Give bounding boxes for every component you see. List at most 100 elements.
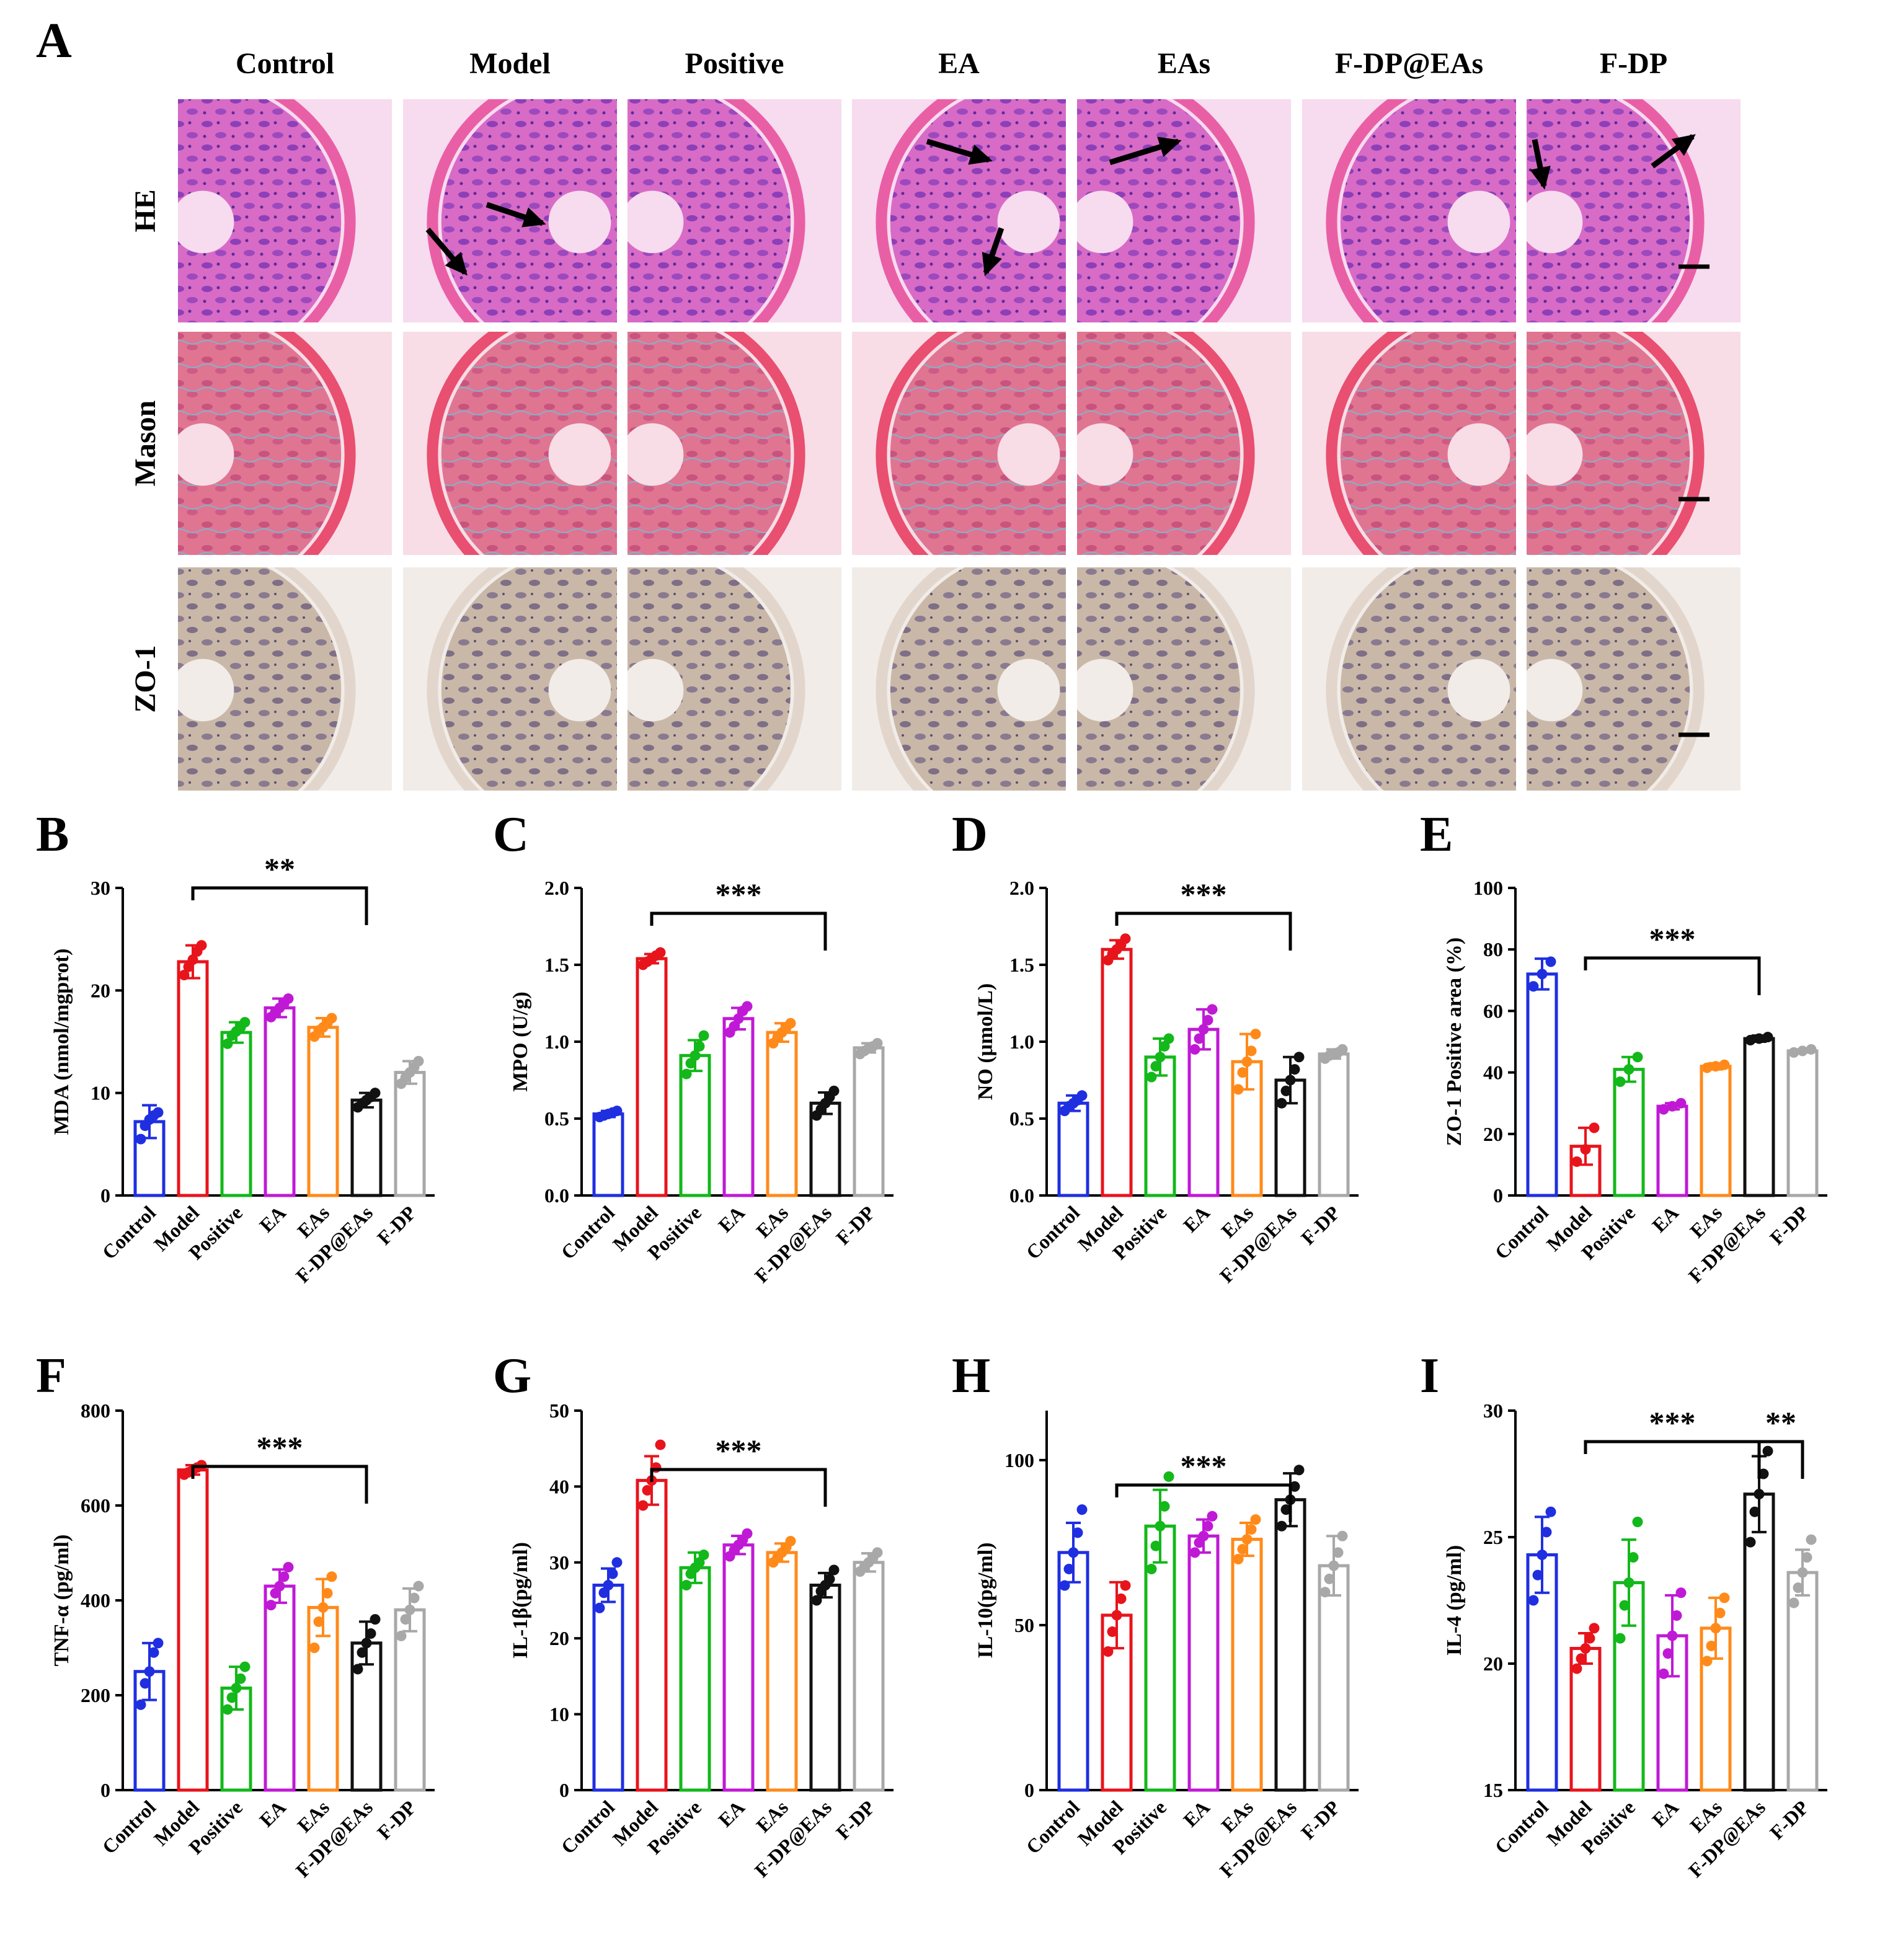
bar-f-dp-eas [350,1098,383,1197]
x-tick-label-f-dp: F-DP [373,1796,420,1843]
column-label-positive: Positive [685,47,784,80]
data-point [1532,1569,1543,1581]
bar-f-dp-eas [809,1101,841,1197]
bar-control [592,1112,624,1197]
y-tick-label: 1.5 [544,954,569,976]
data-point [1701,1062,1713,1073]
muscle-wall [427,567,509,791]
y-tick-label: 2.0 [1009,877,1034,899]
data-point [1194,1033,1205,1044]
data-point [278,1571,290,1582]
data-point [239,1661,251,1672]
lesion-arrow-icon [486,202,546,228]
data-point [1667,1630,1678,1641]
data-point [313,1616,324,1627]
mucosa-tissue [627,99,791,322]
lumen [997,423,1060,486]
data-point [1059,1580,1070,1591]
data-point [1758,1468,1769,1479]
muscle-wall [1622,567,1705,791]
bar-control [1526,1553,1558,1792]
data-point [1241,1534,1253,1545]
significance-label: *** [257,1430,303,1465]
data-point [1545,1506,1556,1517]
muscle-wall [1326,567,1408,791]
y-tick-label: 200 [81,1684,110,1706]
data-point [1580,1144,1591,1155]
data-point [1293,1052,1305,1063]
panel-letter: C [493,807,529,862]
x-tick-label-f-dp: F-DP [831,1796,879,1843]
y-tick-label: 20 [1483,1123,1503,1145]
lumen [178,423,234,486]
lesion-arrow-icon [926,138,993,165]
chart-e: E ZO-1 Positive area (%) 0 20 40 60 80 100 Contr… [1420,807,1827,1287]
data-point [685,1058,696,1069]
data-point [1749,1506,1760,1517]
data-point [396,1630,407,1641]
data-point [370,1088,381,1099]
y-tick-label: 100 [1473,877,1503,899]
bar-control [592,1584,624,1792]
muscle-wall [1173,332,1255,555]
data-point [196,940,207,951]
y-tick-label: 15 [1483,1779,1503,1801]
panel-letter: D [952,807,988,862]
data-point [1754,1033,1765,1044]
x-tick-label-control: Control [97,1201,160,1264]
data-point [1675,1098,1687,1109]
data-point [1159,1040,1170,1052]
panel-letter: B [36,807,69,862]
x-tick-label-f-dp: F-DP [1297,1201,1344,1249]
y-tick-label: 80 [1483,938,1503,960]
data-point [235,1673,246,1684]
significance-bracket: *** [650,877,827,951]
data-point [1615,1633,1626,1644]
data-point [1063,1563,1075,1574]
mucosa-tissue [178,567,342,791]
data-point [1189,1044,1200,1055]
bar-ea [1187,1534,1220,1792]
bar-eas [766,1031,798,1197]
mucosa-tissue [627,567,791,791]
muscle-wall [876,332,958,555]
lesion-arrow-icon [1109,136,1182,166]
data-point [690,1050,701,1061]
data-point [1324,1573,1335,1584]
tile-he-f-dp-eas [1302,99,1516,322]
data-point [698,1030,709,1041]
x-tick-label-f-dp: F-DP [1765,1201,1813,1249]
muscle-wall [1173,99,1255,322]
data-point [785,1018,796,1029]
data-point [1623,1577,1634,1588]
data-point [265,1600,277,1611]
tile-mason-control [178,332,392,555]
data-point [1207,1004,1218,1015]
bar-control [1057,1551,1089,1792]
column-label-f-dp-eas: F-DP@EAs [1335,47,1483,80]
bar-positive [1613,1068,1645,1197]
y-tick-label: 800 [81,1399,110,1422]
lumen [548,659,611,722]
y-axis-label: IL-1β(pg/ml) [509,1542,532,1659]
x-tick-label-control: Control [1021,1201,1084,1264]
data-point [148,1647,159,1658]
data-point [1589,1623,1600,1634]
data-point [1528,981,1539,992]
column-label-f-dp: F-DP [1600,47,1667,80]
muscle-wall [1622,99,1705,322]
lumen [548,190,611,254]
lumen [997,190,1060,254]
lumen [627,659,684,722]
data-point [824,1574,835,1585]
data-point [733,1013,744,1024]
y-tick-label: 0 [559,1779,569,1801]
tile-he-positive [627,99,841,322]
data-point [1072,1527,1083,1538]
y-tick-label: 20 [1483,1652,1503,1675]
y-tick-label: 2.0 [544,877,569,899]
panel-letter: F [36,1349,66,1403]
y-tick-label: 0 [1024,1779,1034,1801]
lumen [1077,190,1133,254]
